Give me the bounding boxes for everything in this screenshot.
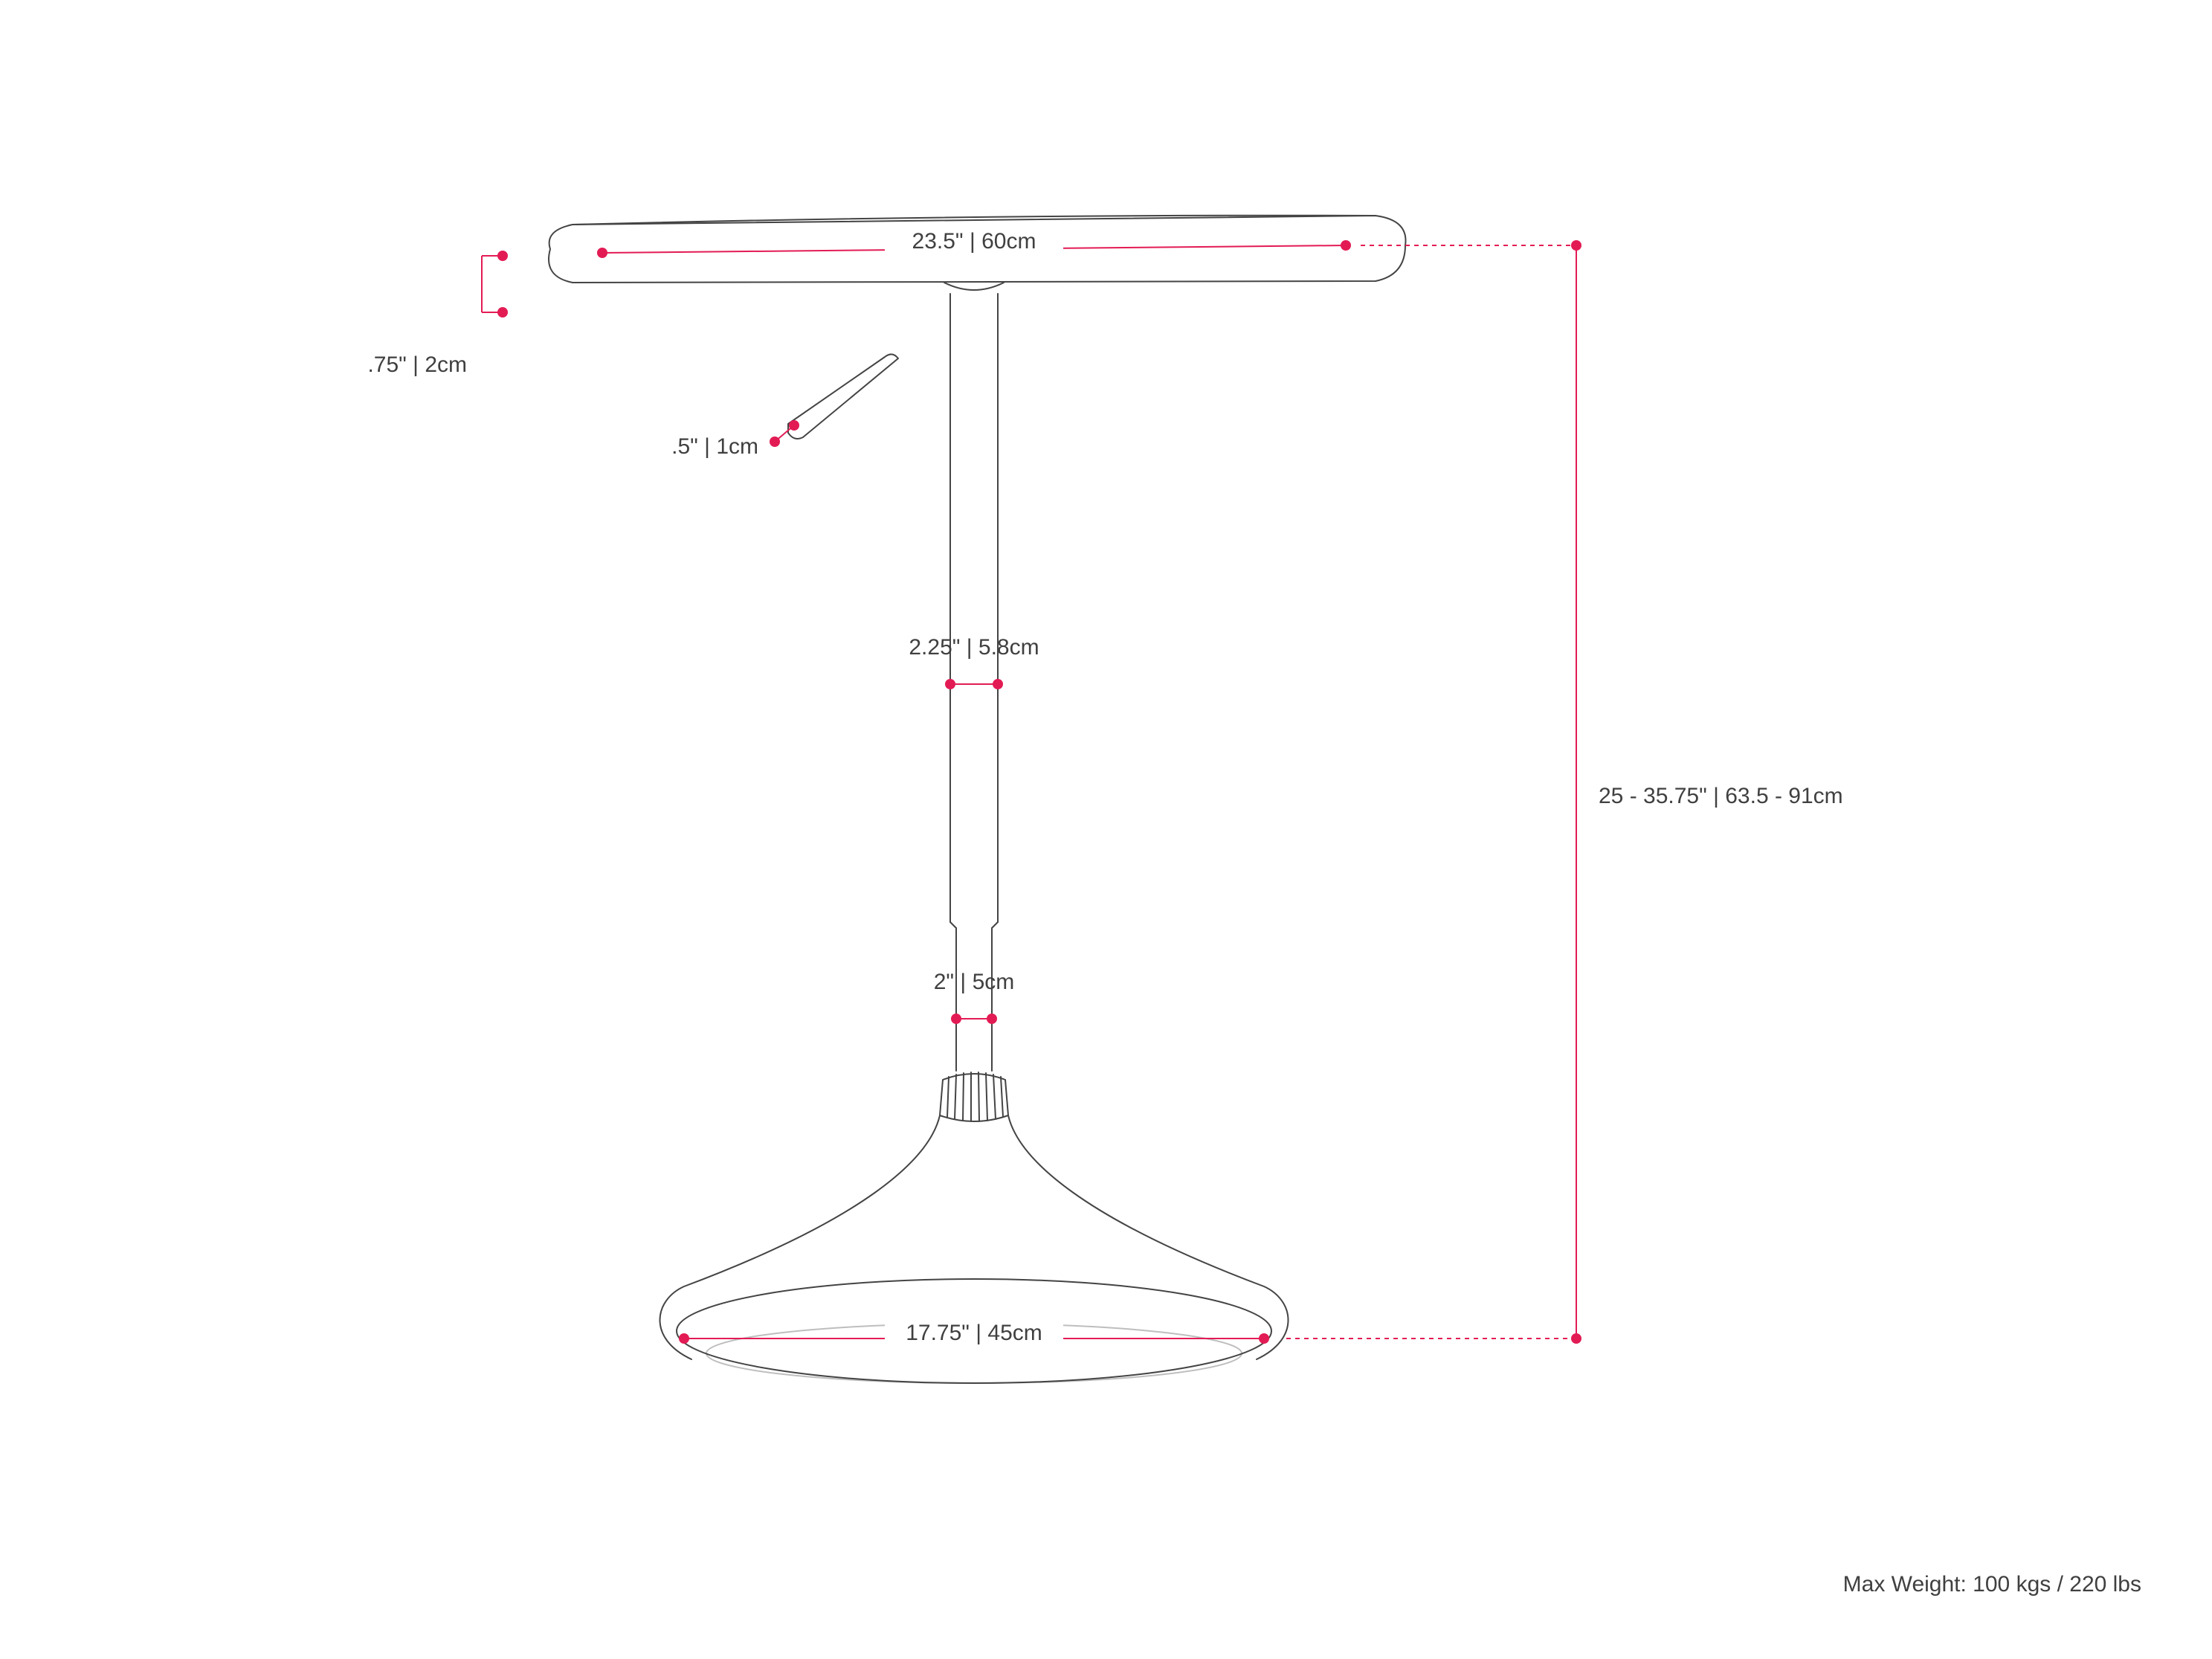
dim-base-in: 17.75" <box>906 1321 970 1345</box>
dim-top-thk-in: .75" <box>367 352 406 377</box>
dim-lever-cm: 1cm <box>716 434 758 459</box>
dim-height-cm: 63.5 - 91cm <box>1725 784 1842 808</box>
svg-text:.5" | 1cm: .5" | 1cm <box>671 434 758 459</box>
dim-top-width-cm: 60cm <box>981 229 1036 254</box>
max-weight-note: Max Weight: 100 kgs / 220 lbs <box>1843 1572 2141 1597</box>
dim-upper-post-in: 2.25" <box>909 635 960 660</box>
svg-text:23.5" | 60cm: 23.5" | 60cm <box>912 229 1036 254</box>
dim-height-in: 25 - 35.75" <box>1599 784 1707 808</box>
svg-text:2" | 5cm: 2" | 5cm <box>934 970 1015 994</box>
dim-lower-post-in: 2" <box>934 970 954 994</box>
svg-text:2.25" | 5.8cm: 2.25" | 5.8cm <box>909 635 1039 660</box>
dim-base-cm: 45cm <box>987 1321 1042 1345</box>
dim-upper-post-cm: 5.8cm <box>978 635 1039 660</box>
dim-lever-in: .5" <box>671 434 698 459</box>
dim-top-thk-cm: 2cm <box>425 352 467 377</box>
dimension-labels: 23.5" | 60cm .75" | 2cm .5" | 1cm 2.25" … <box>367 223 1842 1347</box>
svg-text:.75" | 2cm: .75" | 2cm <box>367 352 467 377</box>
svg-text:17.75" | 45cm: 17.75" | 45cm <box>906 1321 1042 1345</box>
dimension-lines <box>482 240 1581 1344</box>
table-outline <box>549 216 1406 1383</box>
dim-lower-post-cm: 5cm <box>973 970 1015 994</box>
dim-top-width-in: 23.5" <box>912 229 964 254</box>
svg-text:25 - 35.75" | 63: 25 - 35.75" | 63.5 - 91cm <box>1599 784 1843 808</box>
